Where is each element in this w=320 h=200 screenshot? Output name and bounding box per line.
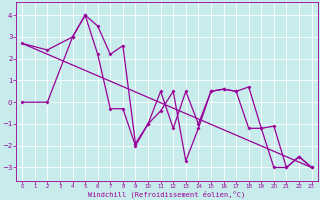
- X-axis label: Windchill (Refroidissement éolien,°C): Windchill (Refroidissement éolien,°C): [88, 190, 245, 198]
